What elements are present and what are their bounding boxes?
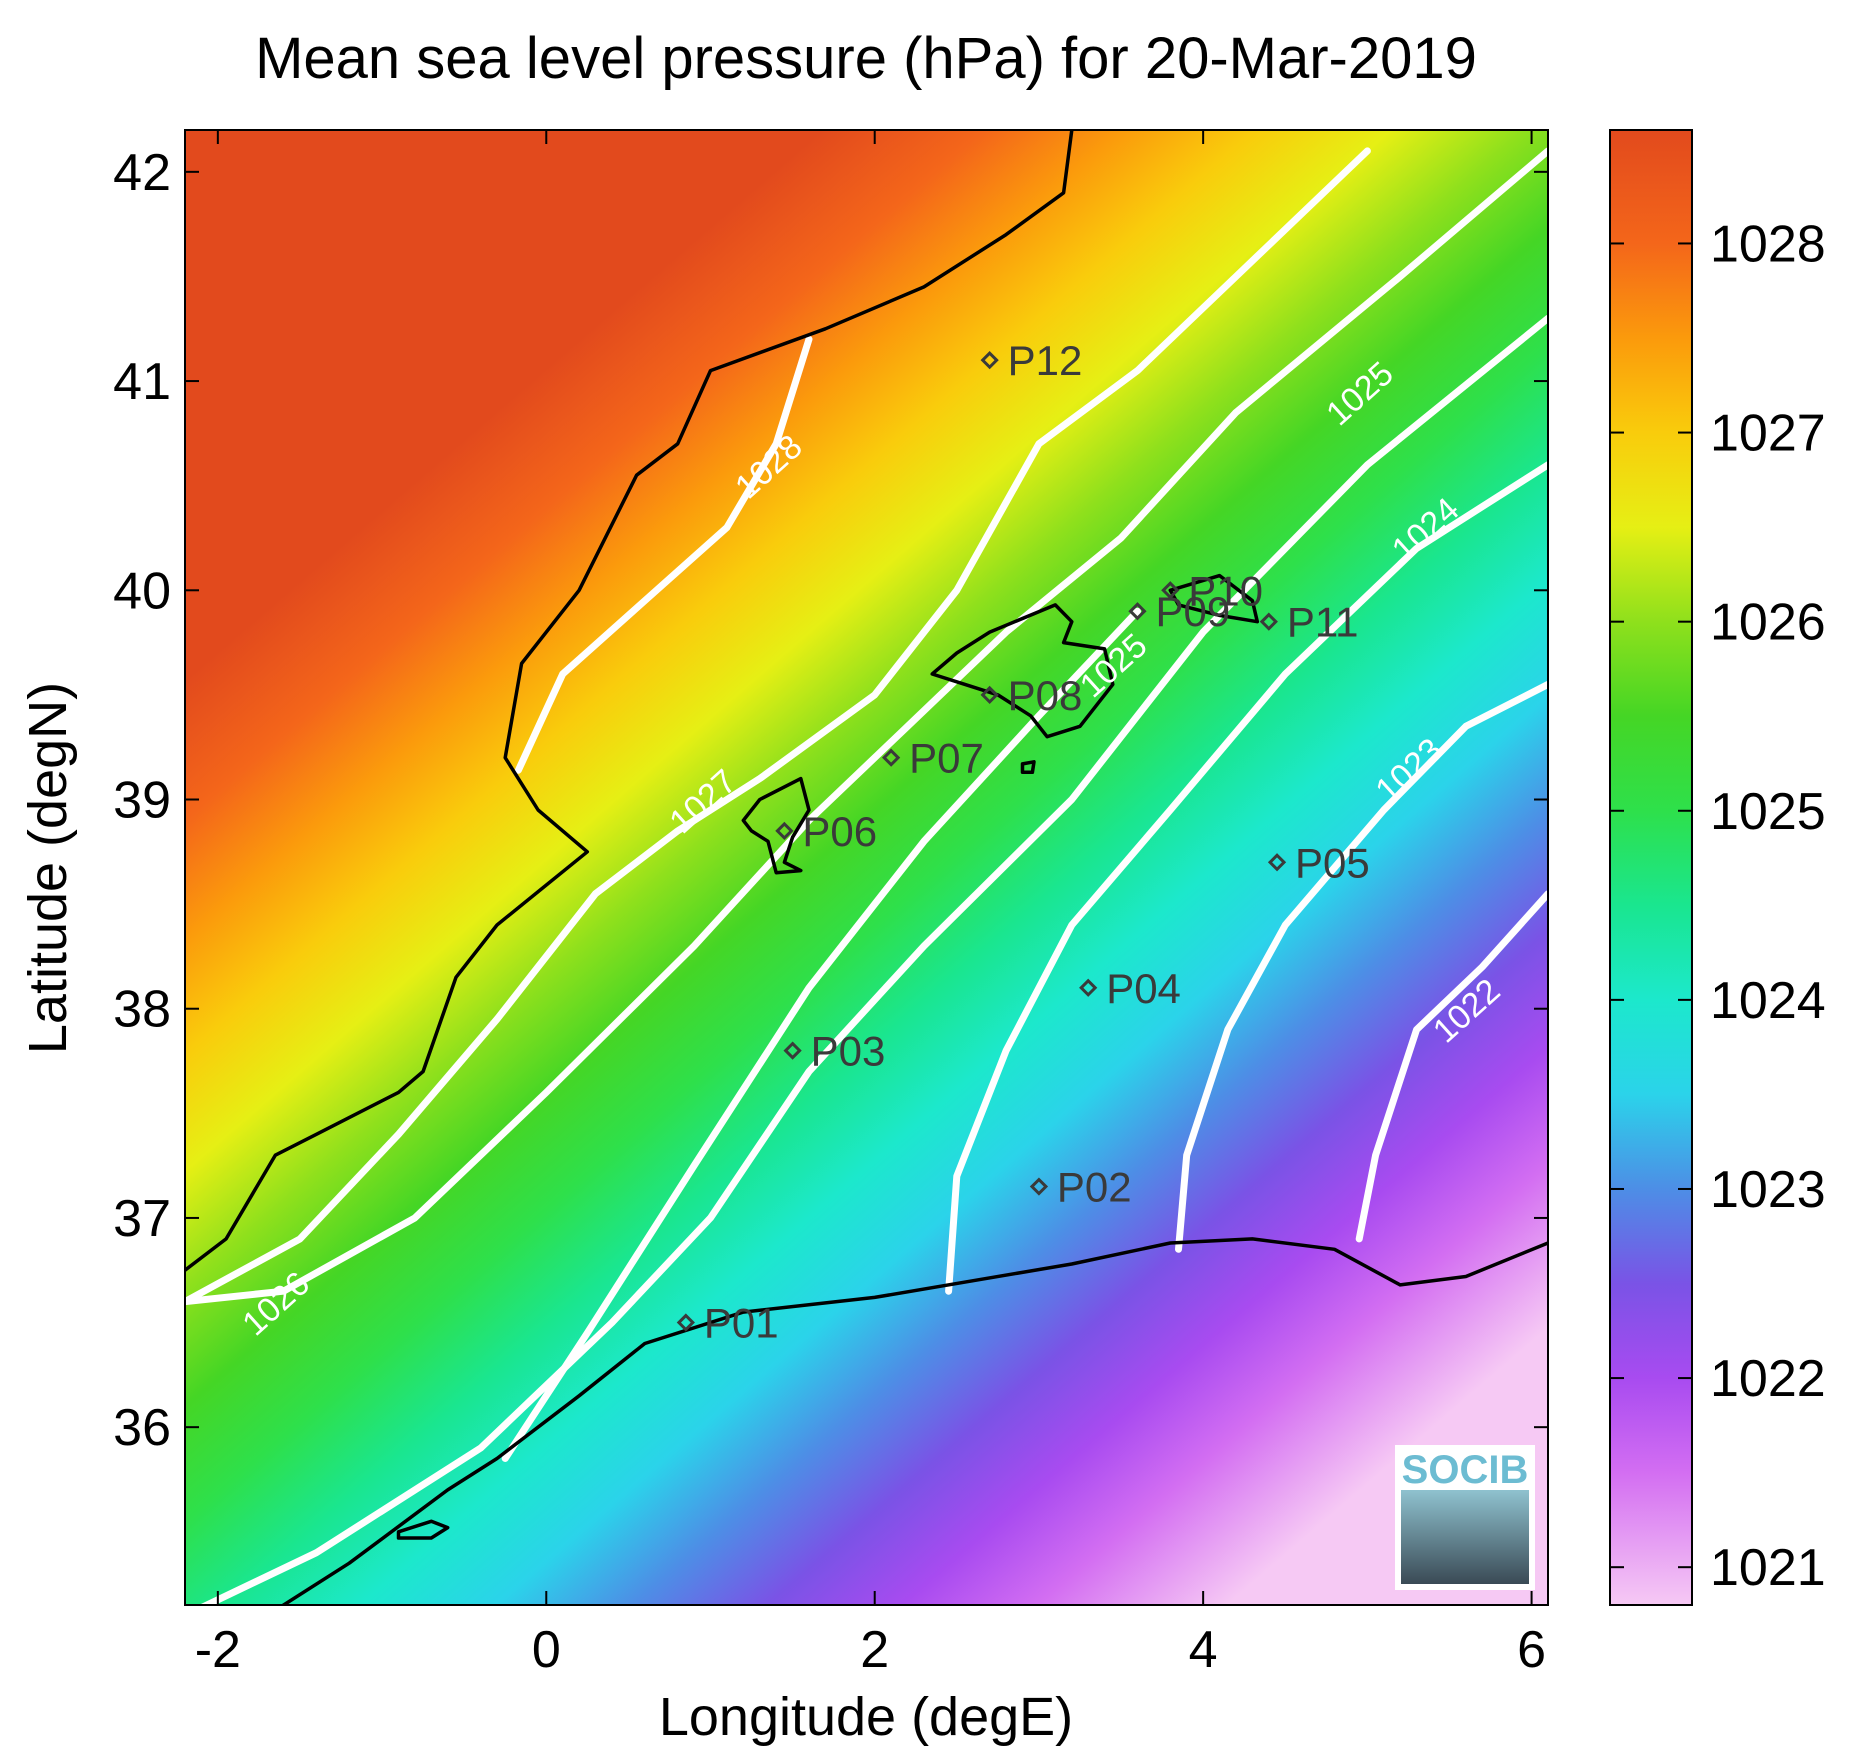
y-tick-label: 39: [113, 772, 171, 830]
chart-title: Mean sea level pressure (hPa) for 20-Mar…: [255, 26, 1477, 91]
station-marker: [1079, 978, 1098, 997]
coastline-african-coast: [280, 1237, 1548, 1605]
contour-line-1024: [945, 461, 1548, 1295]
pressure-field: [185, 130, 1548, 1605]
contour-line-1023: [1175, 680, 1548, 1253]
station-p10: P10: [1161, 567, 1263, 614]
coastline-menorca: [1168, 573, 1260, 624]
station-label: P06: [802, 808, 877, 855]
colorbar: 1021 1022 1023 1024 1025 1026 1027 1028: [1609, 129, 1826, 1606]
y-tick-label: 42: [113, 144, 171, 202]
station-marker: [882, 748, 901, 767]
y-tick-label: 41: [113, 353, 171, 411]
station-label: P05: [1295, 839, 1370, 886]
station-p07: P07: [882, 735, 984, 782]
station-marker: [1029, 1177, 1049, 1196]
contour-line-1025: [198, 314, 1548, 1605]
colorbar-tick-label: 1022: [1710, 1350, 1826, 1408]
x-tick-label: 2: [860, 1621, 889, 1679]
y-axis: 36 37 38 39 40 41 42: [113, 144, 1548, 1457]
station-p02: P02: [1029, 1164, 1132, 1211]
contour-line-1026: [185, 147, 1548, 1306]
station-label: P01: [704, 1300, 779, 1347]
station-p03: P03: [783, 1028, 886, 1075]
station-marker: [1267, 853, 1287, 872]
colorbar-tick-label: 1028: [1710, 215, 1826, 273]
x-tick-label: 6: [1517, 1621, 1546, 1679]
x-axis: -2 0 2 4 6: [195, 130, 1546, 1679]
x-tick-label: -2: [195, 1621, 241, 1679]
coastline-alboran-islet: [396, 1519, 450, 1540]
x-axis-label: Longitude (degE): [659, 1687, 1073, 1747]
station-p01: P01: [676, 1300, 779, 1347]
station-p11: P11: [1259, 599, 1359, 646]
station-label: P11: [1287, 599, 1359, 646]
station-label: P10: [1188, 567, 1263, 614]
coastline-layer: [185, 130, 1548, 1605]
station-p04: P04: [1079, 965, 1181, 1012]
station-label: P02: [1057, 1164, 1132, 1211]
station-marker: [1161, 581, 1180, 600]
contour-line-1022: [1355, 890, 1548, 1243]
logo-text: SOCIB: [1402, 1448, 1529, 1492]
station-marker: [980, 685, 999, 705]
y-tick-label: 37: [113, 1190, 171, 1248]
contour-line-1027: [185, 147, 1371, 1306]
contour-line-1025: [501, 607, 1141, 1462]
colorbar-tick-label: 1025: [1710, 783, 1826, 841]
station-label: P07: [909, 735, 984, 782]
x-tick-label: 4: [1189, 1621, 1218, 1679]
logo: SOCIB: [1395, 1445, 1535, 1590]
station-marker: [980, 351, 999, 370]
station-label: P04: [1106, 965, 1181, 1012]
y-tick-label: 40: [113, 562, 171, 620]
station-label: P03: [811, 1028, 886, 1075]
station-label: P12: [1008, 337, 1083, 384]
plot-frame: [184, 129, 1549, 1606]
station-label: P08: [1008, 672, 1083, 719]
y-tick-label: 36: [113, 1399, 171, 1457]
contour-layer: [185, 147, 1548, 1605]
station-p05: P05: [1267, 839, 1370, 886]
station-p06: P06: [775, 808, 877, 855]
x-tick-label: 0: [532, 1621, 561, 1679]
coastline-cabrera: [1020, 760, 1036, 775]
colorbar-ticks: 1021 1022 1023 1024 1025 1026 1027 1028: [1610, 215, 1826, 1597]
coastline-mallorca: [930, 603, 1115, 739]
station-marker: [783, 1041, 802, 1060]
colorbar-gradient: [1609, 129, 1693, 1606]
station-p08: P08: [980, 672, 1083, 719]
coastline-iberian-coast: [185, 130, 1074, 1272]
colorbar-tick-label: 1026: [1710, 594, 1826, 652]
station-marker: [775, 821, 794, 841]
station-marker: [1259, 612, 1278, 631]
y-axis-label: Latitude (degN): [18, 682, 78, 1054]
station-p12: P12: [980, 337, 1083, 384]
colorbar-tick-label: 1027: [1710, 405, 1826, 463]
coastline-ibiza-formentera: [741, 776, 811, 875]
contour-line-1028: [514, 335, 813, 774]
colorbar-tick-label: 1023: [1710, 1161, 1826, 1219]
y-tick-label: 38: [113, 981, 171, 1039]
colorbar-tick-label: 1024: [1710, 972, 1826, 1030]
station-marker: [1128, 602, 1147, 621]
station-marker: [676, 1313, 695, 1332]
colorbar-tick-label: 1021: [1710, 1539, 1826, 1597]
